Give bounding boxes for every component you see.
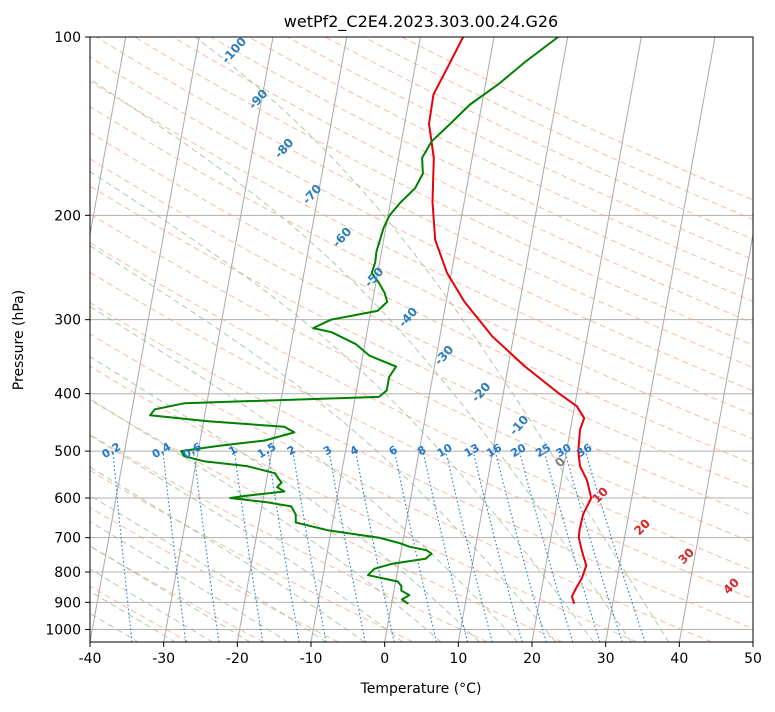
chart-title: wetPf2_C2E4.2023.303.00.24.G26 [284, 12, 558, 32]
y-tick-label: 200 [54, 208, 81, 224]
x-tick-label: -20 [226, 651, 249, 667]
y-tick-label: 500 [54, 444, 81, 460]
x-tick-label: -30 [152, 651, 175, 667]
y-tick-label: 900 [54, 595, 81, 611]
y-tick-label: 700 [54, 531, 81, 547]
x-tick-label: 10 [449, 651, 467, 667]
y-axis-label: Pressure (hPa) [11, 290, 27, 390]
y-tick-label: 600 [54, 491, 81, 507]
x-tick-label: 30 [597, 651, 615, 667]
x-axis-label: Temperature (°C) [360, 681, 482, 697]
y-tick-label: 400 [54, 387, 81, 403]
x-tick-label: 50 [744, 651, 762, 667]
x-tick-label: 20 [523, 651, 541, 667]
x-tick-label: -10 [300, 651, 323, 667]
x-tick-label: -40 [79, 651, 102, 667]
y-tick-label: 1000 [45, 622, 81, 638]
x-tick-label: 0 [380, 651, 389, 667]
y-tick-label: 800 [54, 565, 81, 581]
y-tick-label: 100 [54, 30, 81, 46]
y-tick-label: 300 [54, 313, 81, 329]
x-tick-label: 40 [670, 651, 688, 667]
